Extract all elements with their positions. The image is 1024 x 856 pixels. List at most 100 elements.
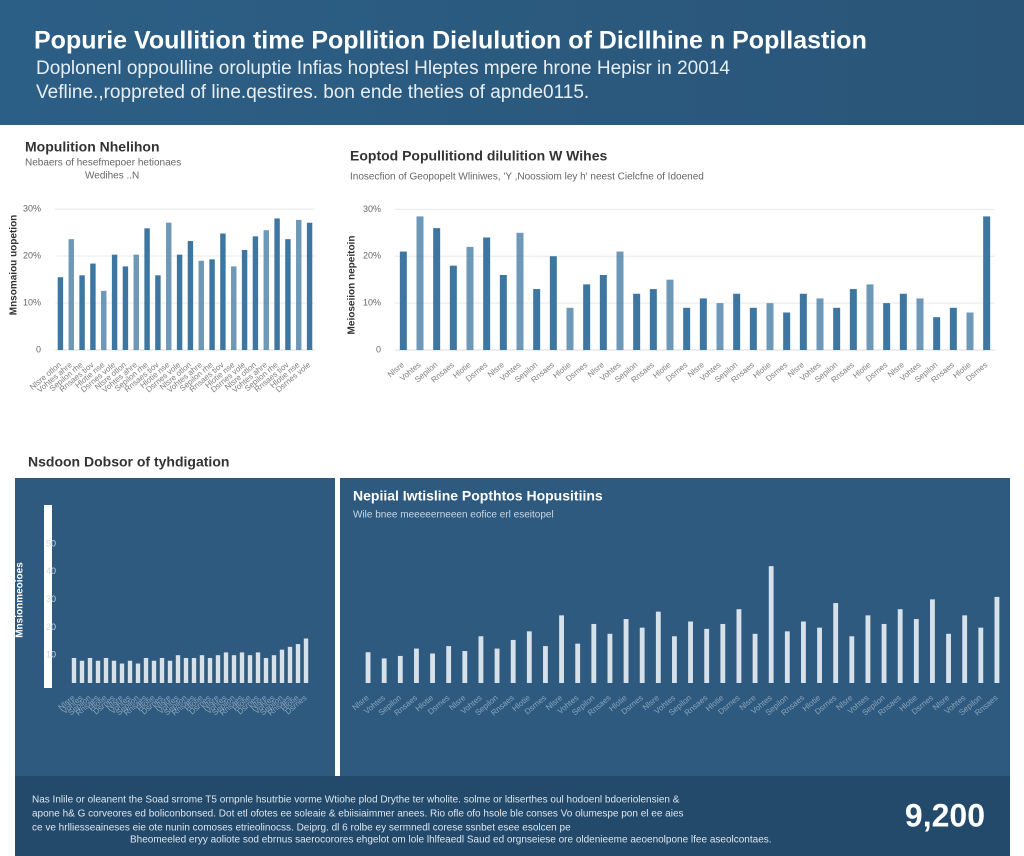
panel	[15, 478, 335, 776]
bar	[397, 655, 403, 683]
bar	[881, 623, 887, 683]
bar	[913, 619, 919, 683]
bar	[499, 275, 507, 350]
bar	[303, 638, 309, 683]
bar	[71, 657, 77, 683]
bar	[494, 648, 500, 683]
bar	[285, 239, 291, 350]
footer-stat: 9,200	[905, 797, 985, 833]
bar	[122, 266, 129, 350]
axis-bar	[44, 505, 52, 688]
bar	[994, 596, 1000, 683]
bar	[241, 249, 248, 350]
bar	[449, 265, 457, 350]
bar	[198, 260, 204, 350]
bar	[176, 254, 183, 350]
y-tick-label: 0	[376, 344, 381, 354]
bar	[271, 655, 277, 683]
header-band	[0, 0, 1024, 125]
bar	[616, 251, 624, 350]
bar	[833, 603, 839, 683]
bar	[478, 636, 484, 683]
bar	[306, 222, 313, 350]
y-tick-label: 0	[36, 344, 41, 354]
bar	[414, 648, 419, 683]
y-tick-label: 20%	[363, 251, 381, 261]
bar	[199, 655, 205, 683]
bar	[433, 228, 441, 350]
bar	[187, 241, 194, 350]
bar	[799, 293, 807, 350]
page-subtitle: Vefline.,roppreted of line.qestires. bon…	[36, 82, 589, 103]
bar	[866, 284, 874, 350]
bar	[720, 623, 726, 683]
chart-subtitle: Wile bnee meeeeerneeen eofice erl eseito…	[353, 510, 554, 521]
section-label: Nsdoon Dobsor of tyhdigation	[28, 454, 229, 470]
bar	[79, 660, 85, 683]
bar	[649, 289, 657, 350]
bar	[143, 657, 149, 683]
bar	[207, 657, 213, 683]
bar	[591, 623, 597, 683]
bar	[946, 633, 951, 683]
bar	[175, 655, 181, 683]
bar	[430, 653, 435, 683]
y-axis-label: Mnsomaiou uopetion	[9, 215, 20, 316]
bar	[79, 275, 85, 350]
bar	[916, 298, 924, 350]
bar	[220, 233, 226, 350]
bar	[119, 663, 125, 683]
bar	[87, 657, 93, 683]
bar	[231, 655, 237, 683]
bar	[672, 636, 677, 683]
y-tick-label: 20	[46, 622, 56, 632]
bar	[155, 275, 161, 350]
bar	[133, 254, 139, 350]
bar	[683, 307, 691, 350]
bar	[752, 633, 758, 683]
bar	[966, 312, 974, 350]
bar	[849, 636, 855, 683]
bar	[704, 628, 710, 683]
bar	[583, 284, 591, 350]
y-tick-label: 20%	[23, 250, 41, 260]
bar	[365, 652, 371, 683]
bar	[462, 651, 468, 683]
bar	[566, 307, 574, 350]
bar	[666, 279, 674, 350]
bar	[57, 277, 64, 350]
bar	[784, 631, 790, 683]
bar	[446, 646, 452, 683]
chart-title: Mopulition Nhelihon	[25, 139, 160, 155]
bar	[801, 621, 806, 683]
bar	[599, 275, 607, 350]
bar	[90, 263, 96, 350]
bar	[526, 631, 532, 683]
y-tick-label: 30%	[23, 203, 41, 213]
chart-title: Eoptod Popullitiond dilulition W Wihes	[350, 148, 607, 164]
bar	[699, 298, 707, 350]
bar	[215, 655, 221, 683]
bar	[191, 657, 197, 683]
bar	[768, 566, 774, 683]
bar	[381, 658, 387, 683]
bar	[223, 652, 229, 683]
bar	[166, 222, 172, 350]
footer-text: apone h& G corveores ed boliconbonsed. D…	[32, 809, 684, 820]
panel	[340, 478, 1010, 776]
bar	[733, 293, 741, 350]
bar	[688, 621, 693, 683]
bar	[962, 615, 968, 683]
bar	[816, 298, 824, 350]
bar	[817, 627, 822, 683]
bar	[930, 599, 935, 683]
bar	[151, 660, 157, 683]
bar	[749, 307, 757, 350]
chart-subtitle: Wedihes ..N	[85, 171, 139, 182]
bar	[263, 230, 269, 350]
bar	[144, 228, 150, 350]
bar	[296, 219, 302, 350]
bar	[103, 657, 109, 683]
bar	[274, 218, 280, 350]
bar	[167, 660, 173, 683]
